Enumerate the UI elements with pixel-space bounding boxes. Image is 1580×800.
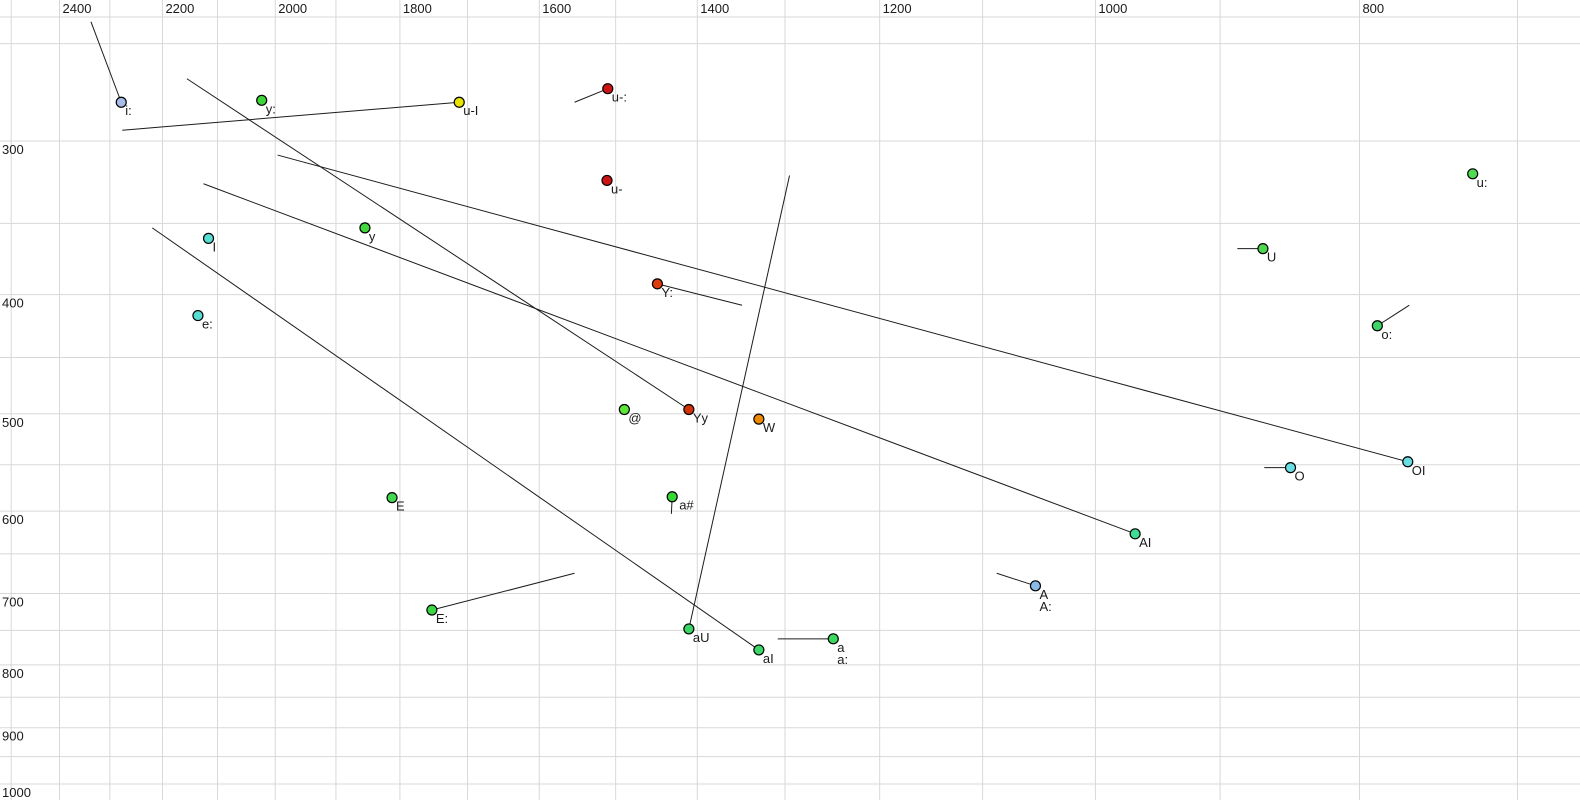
trajectory-line-Y: <box>657 283 743 306</box>
y-axis-tick-label: 1000 <box>2 785 31 800</box>
point-label-E:: E: <box>436 611 448 626</box>
x-axis-tick-label: 2200 <box>165 1 194 16</box>
point-label-O: O <box>1295 469 1305 484</box>
x-axis-tick-label: 1800 <box>403 1 432 16</box>
trajectory-line-i: <box>90 21 122 103</box>
y-axis-tick-label: 600 <box>2 512 24 527</box>
point-label-u-:: u-: <box>612 90 627 105</box>
point-label-W: W <box>763 420 776 435</box>
point-label-Y:: Y: <box>661 285 673 300</box>
x-axis-tick-label: 2000 <box>278 1 307 16</box>
data-point-y:[interactable] <box>256 94 268 106</box>
data-point-i:[interactable] <box>115 96 127 108</box>
point-label-u-: u- <box>611 181 623 196</box>
data-point-O[interactable] <box>1284 462 1297 474</box>
point-label-@: @ <box>628 411 641 426</box>
data-point-Yy[interactable] <box>683 403 695 416</box>
point-label-U: U <box>1267 250 1276 265</box>
point-label-a: a <box>837 640 845 655</box>
y-axis-tick-label: 900 <box>2 729 24 744</box>
y-axis-tick-label: 400 <box>2 296 24 311</box>
x-axis-tick-label: 2400 <box>63 1 92 16</box>
trajectory-line-aU <box>688 175 791 630</box>
data-point-e:[interactable] <box>192 309 204 322</box>
data-point-aI[interactable] <box>753 644 765 656</box>
y-axis-tick-label: 700 <box>2 595 24 610</box>
point-label-y:: y: <box>266 101 276 116</box>
data-point-@[interactable] <box>618 403 630 416</box>
point-label-I: I <box>213 239 217 254</box>
data-point-E[interactable] <box>386 492 398 504</box>
data-point-W[interactable] <box>753 413 765 425</box>
point-label-a#: a# <box>679 498 694 513</box>
y-axis-tick-label: 800 <box>2 666 24 681</box>
data-point-u-[interactable] <box>601 174 613 187</box>
point-label-i:: i: <box>125 103 132 118</box>
x-axis-tick-label: 1000 <box>1098 1 1127 16</box>
trajectory-line-OI <box>277 154 1408 463</box>
point-label-A-1: A: <box>1039 599 1051 614</box>
y-axis-tick-label: 300 <box>2 142 24 157</box>
data-point-E:[interactable] <box>426 604 438 616</box>
trajectory-line-u-I <box>122 101 460 131</box>
y-axis-tick-label: 500 <box>2 415 24 430</box>
data-point-u:[interactable] <box>1467 168 1479 180</box>
point-label-aI: aI <box>763 651 774 666</box>
point-label-a-1: a: <box>837 652 848 667</box>
trajectory-line-AI <box>203 183 1136 535</box>
trajectory-line-A <box>996 572 1036 587</box>
point-label-OI: OI <box>1412 463 1426 478</box>
trajectory-line-Yy <box>186 78 690 410</box>
data-point-a#[interactable] <box>666 491 678 503</box>
point-label-y: y <box>369 229 376 244</box>
trajectory-line-aI <box>151 227 760 651</box>
data-point-AI[interactable] <box>1129 528 1141 540</box>
trajectory-line-E: <box>431 572 575 611</box>
data-point-Y:[interactable] <box>651 278 663 290</box>
point-label-aU: aU <box>693 630 710 645</box>
x-axis-tick-label: 1200 <box>883 1 912 16</box>
data-point-a[interactable] <box>827 633 839 645</box>
point-label-E: E <box>396 499 405 514</box>
point-label-u-I: u-I <box>463 103 478 118</box>
data-point-u-I[interactable] <box>453 96 465 108</box>
point-label-o:: o: <box>1381 327 1392 342</box>
x-axis-tick-label: 1600 <box>542 1 571 16</box>
data-point-A[interactable] <box>1029 580 1042 592</box>
point-label-A: A <box>1039 587 1048 602</box>
data-point-o:[interactable] <box>1371 320 1383 332</box>
data-point-OI[interactable] <box>1402 456 1414 468</box>
data-point-I[interactable] <box>202 232 215 244</box>
point-label-e:: e: <box>202 317 213 332</box>
trajectory-line-o: <box>1377 304 1410 327</box>
point-label-AI: AI <box>1139 535 1151 550</box>
data-point-y[interactable] <box>359 222 371 234</box>
point-label-u:: u: <box>1477 175 1488 190</box>
data-point-u-:[interactable] <box>602 83 614 95</box>
x-axis-tick-label: 800 <box>1362 1 1384 16</box>
trajectory-line-u-: <box>574 88 608 103</box>
data-point-U[interactable] <box>1257 243 1269 255</box>
point-label-Yy: Yy <box>693 411 709 426</box>
data-point-aU[interactable] <box>683 623 695 635</box>
x-axis-tick-label: 1400 <box>700 1 729 16</box>
